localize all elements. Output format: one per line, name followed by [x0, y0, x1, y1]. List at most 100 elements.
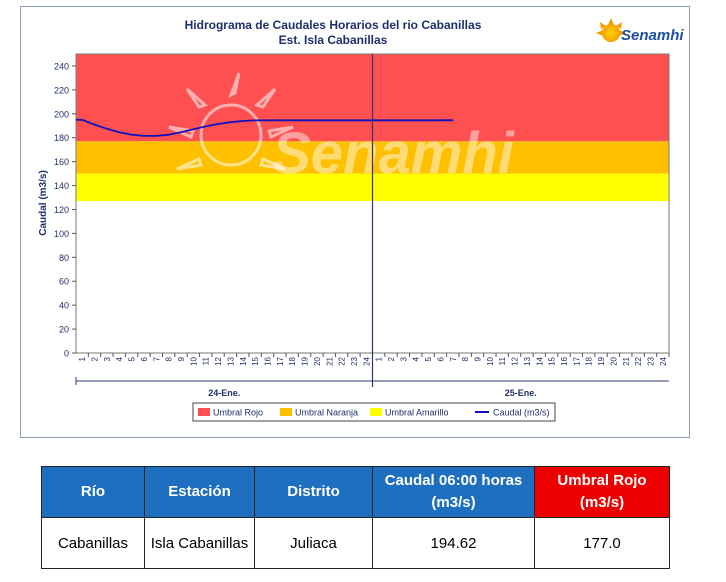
x-tick-label-19: 19 [301, 356, 310, 365]
y-tick-label-1: 20 [59, 325, 69, 335]
x-tick-label-45: 21 [622, 356, 631, 365]
y-tick-label-3: 60 [59, 277, 69, 287]
series-point-8 [180, 131, 182, 133]
x-tick-label-9: 9 [177, 356, 186, 361]
legend-swatch-2 [370, 408, 382, 416]
x-tick-label-28: 4 [412, 356, 421, 361]
x-tick-label-39: 15 [548, 356, 557, 365]
x-tick-label-3: 3 [103, 356, 112, 361]
table-header-row: Río Estación Distrito Caudal 06:00 horas… [41, 466, 670, 518]
y-tick-label-9: 180 [54, 133, 69, 143]
x-tick-label-2: 2 [91, 356, 100, 361]
y-tick-label-2: 40 [59, 301, 69, 311]
x-tick-label-18: 18 [288, 356, 297, 365]
series-point-0 [81, 119, 83, 121]
x-tick-label-48: 24 [659, 356, 668, 365]
series-point-15 [266, 119, 269, 121]
header-umbral-rojo: Umbral Rojo (m3/s) [534, 466, 670, 518]
cell-estacion: Isla Cabanillas [144, 517, 255, 569]
senamhi-sun-watermark [168, 72, 294, 171]
series-point-2 [106, 128, 108, 130]
series-point-13 [242, 120, 244, 122]
series-point-29 [439, 119, 441, 121]
x-tick-label-34: 10 [486, 356, 495, 365]
cell-caudal: 194.62 [372, 517, 535, 569]
y-tick-label-0: 0 [64, 349, 69, 359]
x-tick-label-33: 9 [474, 356, 483, 361]
x-tick-label-30: 6 [436, 356, 445, 361]
x-tick-label-21: 21 [325, 356, 334, 365]
series-point-19 [316, 119, 318, 121]
table-row: Cabanillas Isla Cabanillas Juliaca 194.6… [41, 517, 670, 569]
y-tick-label-10: 200 [54, 109, 69, 119]
x-tick-label-1: 1 [78, 356, 87, 361]
x-tick-label-8: 8 [165, 356, 174, 361]
y-tick-label-7: 140 [54, 181, 69, 191]
x-tick-label-4: 4 [115, 356, 124, 361]
series-point-21 [341, 119, 343, 121]
x-tick-label-10: 10 [189, 356, 198, 365]
series-point-16 [279, 119, 281, 121]
series-line-0 [75, 118, 453, 137]
day-label-1: 25-Ene. [505, 388, 537, 398]
x-tick-label-22: 22 [338, 356, 347, 365]
x-tick-label-29: 5 [424, 356, 433, 361]
y-tick-label-12: 240 [54, 61, 69, 71]
y-tick-label-8: 160 [54, 157, 69, 167]
x-tick-label-31: 7 [449, 356, 458, 361]
y-axis-label: Caudal (m3/s) [38, 170, 49, 236]
series-point-25 [390, 119, 392, 121]
series-point-17 [291, 119, 293, 121]
x-tick-label-24: 24 [362, 356, 371, 365]
series-point-28 [427, 119, 429, 121]
chart-subtitle: Est. Isla Cabanillas [279, 33, 388, 47]
x-tick-label-7: 7 [152, 356, 161, 361]
series-point-7 [168, 134, 170, 136]
legend-swatch-1 [280, 408, 292, 416]
header-estacion: Estación [144, 466, 255, 518]
legend-label-0: Umbral Rojo [213, 408, 263, 418]
x-tick-label-41: 17 [572, 356, 581, 365]
y-tick-label-5: 100 [54, 229, 69, 239]
y-tick-label-4: 80 [59, 253, 69, 263]
chart-panel: Senamhi 0 20 40 60 80 100 120 140 160 180 200 220 24… [20, 6, 690, 438]
header-distrito: Distrito [254, 466, 373, 518]
x-tick-label-11: 11 [202, 356, 211, 365]
series-point-20 [328, 119, 330, 121]
senamhi-logo-text: Senamhi [621, 27, 684, 44]
y-tick-label-11: 220 [54, 85, 69, 95]
series-point-14 [254, 119, 256, 121]
legend-label-2: Umbral Amarillo [385, 408, 449, 418]
x-tick-label-27: 3 [399, 356, 408, 361]
legend-label-1: Umbral Naranja [295, 408, 358, 418]
x-tick-label-47: 23 [646, 356, 655, 365]
x-tick-label-35: 11 [498, 356, 507, 365]
x-tick-label-23: 23 [350, 356, 359, 365]
cell-rio: Cabanillas [41, 517, 145, 569]
series-point-5 [143, 135, 145, 137]
series-point-30 [452, 119, 454, 121]
x-tick-label-37: 13 [523, 356, 532, 365]
header-rio: Río [41, 466, 145, 518]
x-tick-label-12: 12 [214, 356, 223, 365]
x-tick-label-6: 6 [140, 356, 149, 361]
series-point-23 [365, 119, 367, 121]
day-label-0: 24-Ene. [208, 388, 240, 398]
chart-title: Hidrograma de Caudales Horarios del rio … [185, 18, 482, 32]
series-point-24 [378, 119, 380, 121]
chart-svg: Senamhi 02040608010012014016018020022024… [38, 18, 684, 422]
x-tick-label-15: 15 [251, 356, 260, 365]
x-tick-label-25: 1 [375, 356, 384, 361]
x-tick-label-5: 5 [128, 356, 137, 361]
x-tick-label-36: 12 [511, 356, 520, 365]
series-point-9 [192, 128, 194, 130]
series-point-10 [205, 125, 207, 127]
series-point-4 [131, 134, 133, 136]
series-point-12 [229, 121, 231, 123]
legend-label-3: Caudal (m3/s) [493, 408, 550, 418]
senamhi-logo-sun-icon [596, 18, 626, 42]
summary-table: Río Estación Distrito Caudal 06:00 horas… [41, 466, 670, 569]
series-point-6 [155, 135, 157, 137]
x-tick-label-46: 22 [634, 356, 643, 365]
series-point-3 [118, 131, 120, 133]
